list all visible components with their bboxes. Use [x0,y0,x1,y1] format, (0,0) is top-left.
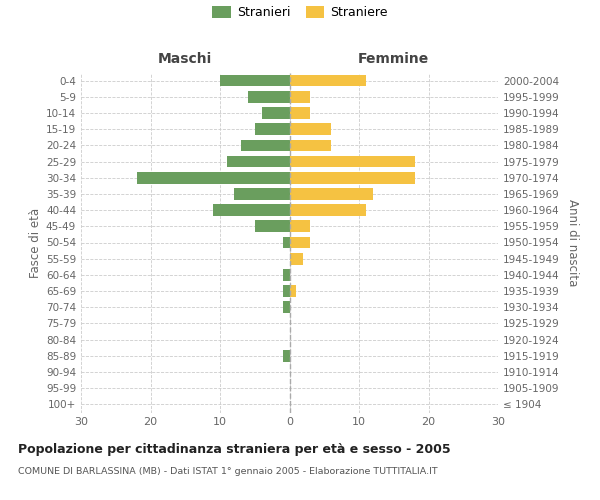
Bar [290,140,331,151]
Y-axis label: Fasce di età: Fasce di età [29,208,42,278]
Bar [283,236,290,248]
Bar [290,204,366,216]
Bar [248,91,290,102]
Bar [290,124,331,135]
Text: Maschi: Maschi [158,52,212,66]
Bar [262,107,290,119]
Bar [290,75,366,86]
Bar [220,75,290,86]
Bar [290,156,415,168]
Bar [137,172,290,184]
Bar [241,140,290,151]
Legend: Stranieri, Straniere: Stranieri, Straniere [212,6,388,19]
Y-axis label: Anni di nascita: Anni di nascita [566,199,579,286]
Bar [283,350,290,362]
Bar [227,156,290,168]
Bar [234,188,290,200]
Bar [290,107,310,119]
Bar [283,269,290,280]
Text: COMUNE DI BARLASSINA (MB) - Dati ISTAT 1° gennaio 2005 - Elaborazione TUTTITALIA: COMUNE DI BARLASSINA (MB) - Dati ISTAT 1… [18,468,437,476]
Bar [290,91,310,102]
Bar [283,285,290,297]
Bar [290,172,415,184]
Bar [255,124,290,135]
Bar [290,220,310,232]
Bar [290,236,310,248]
Bar [213,204,290,216]
Bar [255,220,290,232]
Bar [290,253,304,264]
Bar [283,302,290,313]
Bar [290,188,373,200]
Bar [290,285,296,297]
Text: Femmine: Femmine [358,52,430,66]
Text: Popolazione per cittadinanza straniera per età e sesso - 2005: Popolazione per cittadinanza straniera p… [18,442,451,456]
